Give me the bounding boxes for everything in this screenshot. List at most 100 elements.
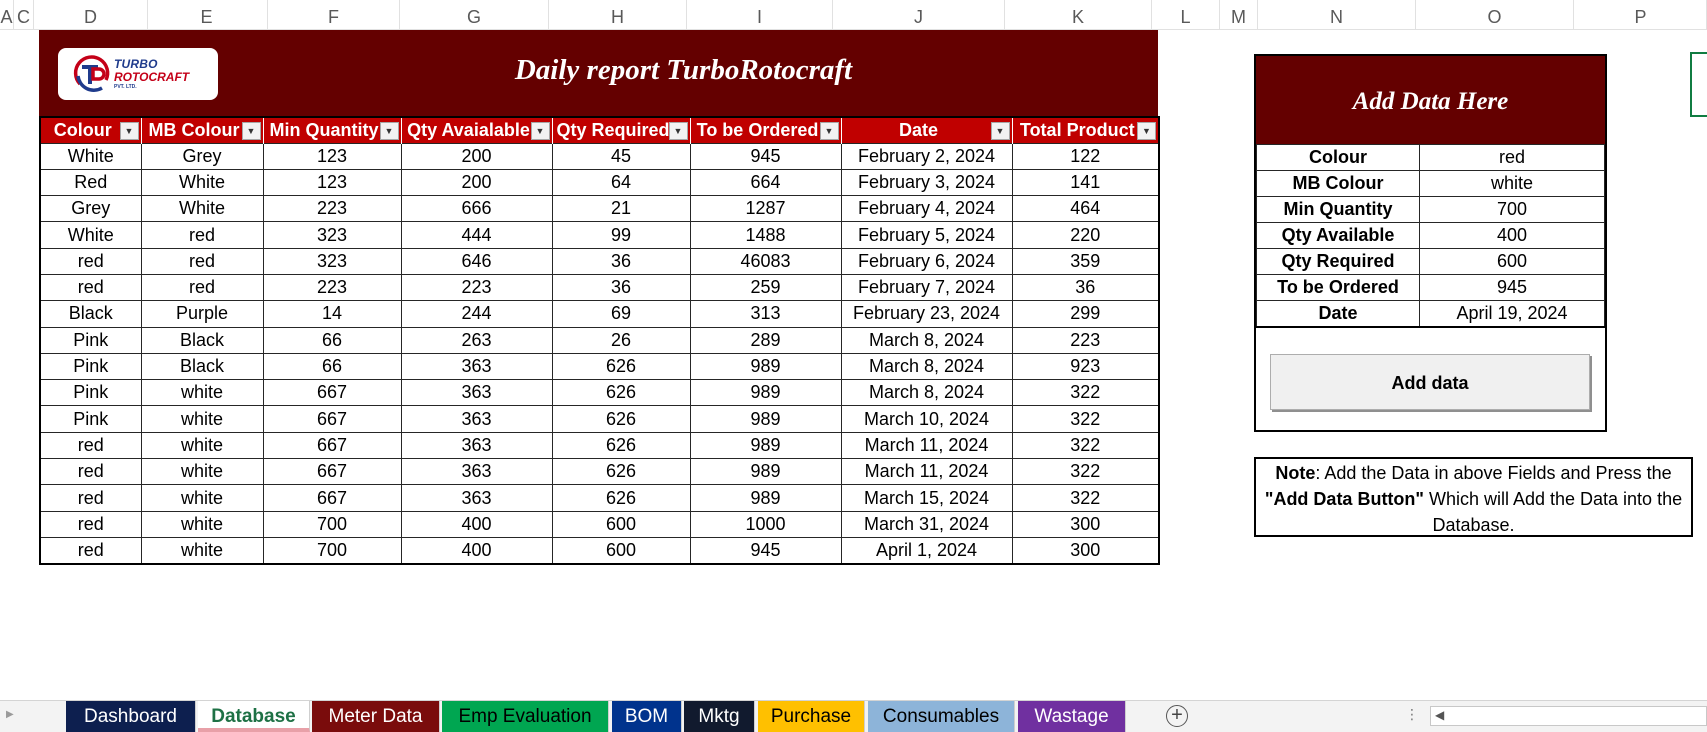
table-cell[interactable]: March 31, 2024	[840, 510, 1013, 538]
filter-dropdown-icon[interactable]: ▼	[241, 122, 261, 140]
table-cell[interactable]: 359	[1011, 247, 1160, 275]
horizontal-scrollbar[interactable]: ◀	[1430, 706, 1707, 726]
table-cell[interactable]: 21	[551, 195, 691, 223]
table-cell[interactable]: 667	[262, 458, 402, 486]
table-cell[interactable]: 36	[551, 247, 691, 275]
table-cell[interactable]: 64	[551, 168, 691, 197]
table-cell[interactable]: 322	[1011, 405, 1160, 433]
column-header-l[interactable]: L	[1152, 0, 1220, 30]
table-cell[interactable]: 444	[400, 221, 553, 249]
tab-scroll-arrow-icon[interactable]: ▶	[6, 709, 14, 720]
sheet-tab-database[interactable]: Database	[198, 701, 310, 732]
table-cell[interactable]: 200	[400, 142, 553, 170]
table-cell[interactable]: 289	[689, 326, 842, 354]
table-cell[interactable]: 36	[1011, 273, 1160, 302]
table-cell[interactable]: white	[140, 510, 264, 538]
table-cell[interactable]: March 15, 2024	[840, 484, 1013, 512]
table-cell[interactable]: February 23, 2024	[840, 300, 1013, 328]
table-cell[interactable]: February 3, 2024	[840, 168, 1013, 197]
table-cell[interactable]: Grey	[39, 195, 142, 223]
table-cell[interactable]: 223	[262, 195, 402, 223]
table-cell[interactable]: 300	[1011, 536, 1160, 565]
table-cell[interactable]: 263	[400, 326, 553, 354]
table-cell[interactable]: White	[140, 195, 264, 223]
table-cell[interactable]: March 11, 2024	[840, 458, 1013, 486]
table-cell[interactable]: February 6, 2024	[840, 247, 1013, 275]
table-cell[interactable]: Pink	[39, 326, 142, 354]
form-field-input[interactable]: April 19, 2024	[1419, 300, 1605, 327]
table-cell[interactable]: 99	[551, 221, 691, 249]
table-cell[interactable]: Purple	[140, 300, 264, 328]
table-cell[interactable]: 322	[1011, 458, 1160, 486]
scroll-left-icon[interactable]: ◀	[1435, 708, 1445, 722]
form-field-input[interactable]: 700	[1419, 196, 1605, 223]
column-header-f[interactable]: F	[268, 0, 400, 30]
table-cell[interactable]: 600	[551, 510, 691, 538]
table-cell[interactable]: 667	[262, 484, 402, 512]
column-header-p[interactable]: P	[1575, 0, 1707, 30]
table-cell[interactable]: white	[140, 379, 264, 407]
table-cell[interactable]: February 5, 2024	[840, 221, 1013, 249]
more-options-icon[interactable]: ⋮	[1405, 706, 1419, 722]
table-cell[interactable]: 123	[262, 142, 402, 170]
table-cell[interactable]: Black	[39, 300, 142, 328]
table-cell[interactable]: Black	[140, 352, 264, 381]
table-cell[interactable]: March 10, 2024	[840, 405, 1013, 433]
table-cell[interactable]: red	[39, 484, 142, 512]
table-cell[interactable]: February 7, 2024	[840, 273, 1013, 302]
filter-dropdown-icon[interactable]: ▼	[819, 122, 839, 140]
column-header-d[interactable]: D	[34, 0, 148, 30]
table-cell[interactable]: 400	[400, 536, 553, 565]
table-cell[interactable]: 626	[551, 379, 691, 407]
table-cell[interactable]: 66	[262, 326, 402, 354]
table-cell[interactable]: red	[39, 536, 142, 565]
table-cell[interactable]: 666	[400, 195, 553, 223]
table-cell[interactable]: 14	[262, 300, 402, 328]
table-cell[interactable]: 220	[1011, 221, 1160, 249]
table-cell[interactable]: 141	[1011, 168, 1160, 197]
table-cell[interactable]: 464	[1011, 195, 1160, 223]
table-cell[interactable]: 299	[1011, 300, 1160, 328]
table-cell[interactable]: 600	[551, 536, 691, 565]
table-cell[interactable]: 923	[1011, 352, 1160, 381]
table-cell[interactable]: red	[39, 273, 142, 302]
table-cell[interactable]: 200	[400, 168, 553, 197]
table-cell[interactable]: 259	[689, 273, 842, 302]
table-cell[interactable]: Red	[39, 168, 142, 197]
table-cell[interactable]: 667	[262, 431, 402, 460]
table-cell[interactable]: 400	[400, 510, 553, 538]
table-cell[interactable]: white	[140, 431, 264, 460]
table-cell[interactable]: red	[140, 221, 264, 249]
sheet-tab-wastage[interactable]: Wastage	[1018, 701, 1126, 732]
table-cell[interactable]: 223	[1011, 326, 1160, 354]
table-cell[interactable]: 66	[262, 352, 402, 381]
table-cell[interactable]: 322	[1011, 431, 1160, 460]
table-cell[interactable]: 945	[689, 536, 842, 565]
table-cell[interactable]: 667	[262, 405, 402, 433]
table-cell[interactable]: 123	[262, 168, 402, 197]
sheet-tab-emp-evaluation[interactable]: Emp Evaluation	[442, 701, 609, 732]
table-cell[interactable]: 322	[1011, 379, 1160, 407]
column-header-g[interactable]: G	[400, 0, 549, 30]
add-sheet-icon[interactable]: +	[1166, 705, 1188, 727]
table-cell[interactable]: 244	[400, 300, 553, 328]
sheet-tab-bom[interactable]: BOM	[612, 701, 682, 732]
table-cell[interactable]: red	[140, 247, 264, 275]
table-cell[interactable]: April 1, 2024	[840, 536, 1013, 565]
table-cell[interactable]: red	[39, 431, 142, 460]
column-header-j[interactable]: J	[833, 0, 1005, 30]
form-field-input[interactable]: 945	[1419, 274, 1605, 301]
table-cell[interactable]: 323	[262, 221, 402, 249]
column-header-k[interactable]: K	[1005, 0, 1152, 30]
table-cell[interactable]: 1000	[689, 510, 842, 538]
table-cell[interactable]: 664	[689, 168, 842, 197]
table-cell[interactable]: 223	[400, 273, 553, 302]
table-cell[interactable]: 1488	[689, 221, 842, 249]
table-cell[interactable]: 667	[262, 379, 402, 407]
table-cell[interactable]: 36	[551, 273, 691, 302]
column-header-o[interactable]: O	[1416, 0, 1574, 30]
table-cell[interactable]: 700	[262, 510, 402, 538]
table-cell[interactable]: 626	[551, 458, 691, 486]
sheet-tab-consumables[interactable]: Consumables	[868, 701, 1015, 732]
form-field-input[interactable]: white	[1419, 170, 1605, 197]
